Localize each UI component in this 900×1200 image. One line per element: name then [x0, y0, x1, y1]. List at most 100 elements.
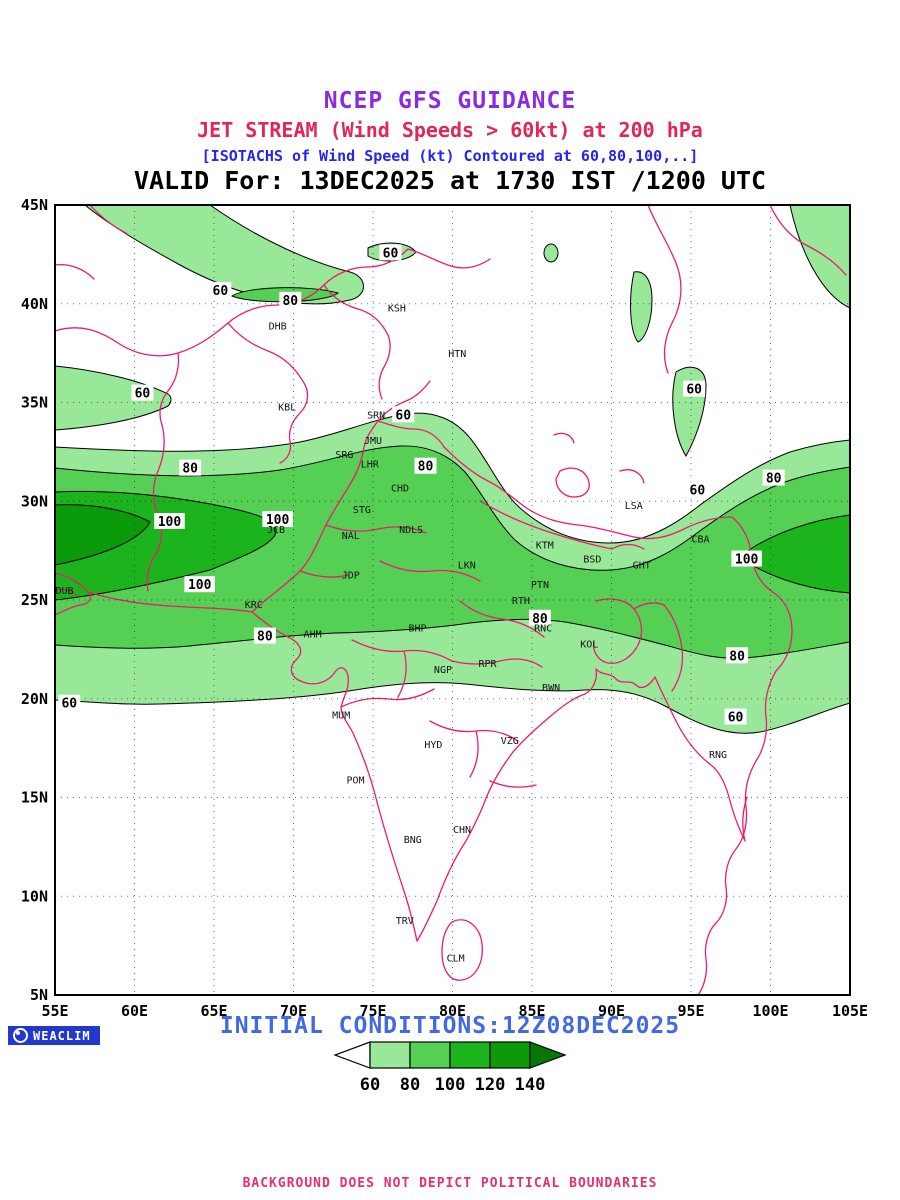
weaclim-logo-text: WEACLIM	[33, 1028, 91, 1043]
city-label: HYD	[424, 740, 442, 751]
city-label: HTN	[448, 349, 466, 360]
contour-value-label: 60	[690, 483, 706, 498]
contour-label-box	[279, 291, 302, 308]
contour-value-label: 100	[188, 578, 212, 593]
colorbar-segment	[409, 1041, 451, 1069]
contour-value-label: 60	[61, 697, 77, 712]
city-label: VZG	[501, 736, 519, 747]
city-label: DUB	[56, 586, 74, 597]
city-label: BHP	[408, 624, 426, 635]
city-label: BNG	[404, 835, 422, 846]
city-label: CBA	[692, 535, 710, 546]
country-boundaries-shape	[663, 604, 684, 692]
lon-tick-label: 75E	[359, 1002, 386, 1020]
country-boundaries-shape	[340, 639, 543, 708]
lon-tick-label: 80E	[439, 1002, 466, 1020]
contour-value-label: 80	[257, 630, 273, 645]
weaclim-logo-badge: WEACLIM	[8, 1026, 100, 1045]
city-label: STG	[353, 505, 371, 516]
city-label: KBL	[278, 402, 296, 413]
isotach-fill-80	[55, 287, 850, 659]
graticule	[55, 205, 850, 995]
colorbar-arrow-left	[333, 1041, 371, 1069]
country-boundaries-shape	[251, 420, 379, 613]
isotach-fill-60-shape	[630, 271, 653, 343]
contour-label-box	[58, 694, 81, 711]
lon-tick-label: 60E	[121, 1002, 148, 1020]
country-boundaries-shape	[379, 560, 545, 788]
lon-tick-label: 70E	[280, 1002, 307, 1020]
city-label: RPR	[478, 659, 497, 670]
country-boundaries-shape	[647, 205, 682, 374]
city-label: RNG	[709, 750, 727, 761]
country-boundaries-shape	[595, 668, 656, 689]
contour-label-box	[131, 384, 154, 401]
valid-time-title: VALID For: 13DEC2025 at 1730 IST /1200 U…	[133, 166, 767, 195]
country-boundaries-shape	[441, 919, 483, 981]
country-boundaries-shape	[416, 668, 598, 942]
city-label: KTM	[536, 541, 554, 552]
city-label: GHT	[633, 560, 651, 571]
lat-tick-label: 25N	[21, 591, 48, 609]
lat-tick-label: 30N	[21, 492, 48, 510]
city-label: KSH	[388, 304, 406, 315]
contour-value-label: 80	[418, 460, 434, 475]
city-label: SRN	[367, 410, 385, 421]
country-boundaries-shape	[87, 591, 253, 613]
isotach-fill-80-shape	[55, 445, 850, 659]
contour-label-box	[392, 406, 415, 423]
city-label: LHR	[361, 460, 380, 471]
lon-tick-label: 95E	[677, 1002, 704, 1020]
contour-value-label: 100	[158, 515, 182, 530]
lat-tick-label: 45N	[21, 196, 48, 214]
colorbar-tick-label: 80	[400, 1075, 420, 1095]
city-label: RNC	[534, 624, 552, 635]
country-boundaries-shape	[553, 432, 645, 498]
country-boundaries-shape	[55, 248, 409, 357]
city-label: CLM	[447, 953, 465, 964]
isotach-fill-60-shape	[55, 365, 172, 431]
country-boundaries-shape	[299, 524, 427, 578]
contour-value-label: 80	[282, 294, 298, 309]
contour-label-box	[184, 576, 215, 593]
city-label: LSA	[625, 501, 643, 512]
contour-label-box	[262, 511, 293, 528]
country-boundaries-shape	[592, 598, 665, 664]
lat-tick-label: 10N	[21, 887, 48, 905]
city-label: NDLS	[399, 525, 423, 536]
lon-tick-label: 85E	[518, 1002, 545, 1020]
lat-tick-label: 35N	[21, 394, 48, 412]
city-label: NGP	[434, 665, 452, 676]
city-label: AHM	[304, 630, 322, 641]
city-label: JMU	[364, 436, 382, 447]
country-boundaries-shape	[654, 676, 748, 842]
contour-value-label: 60	[135, 387, 151, 402]
colorbar-tick-label: 140	[515, 1075, 546, 1095]
contour-label-box	[154, 513, 185, 529]
country-boundaries-shape	[159, 322, 309, 464]
country-boundaries-shape	[769, 205, 847, 276]
boundary-disclaimer-text: BACKGROUND DOES NOT DEPICT POLITICAL BOU…	[242, 1176, 658, 1191]
contour-label-box	[179, 459, 202, 476]
colorbar-tick-label: 60	[360, 1075, 380, 1095]
contour-value-label: 60	[395, 408, 411, 423]
contour-value-label: 80	[182, 462, 198, 477]
isotach-fill-120	[55, 504, 151, 566]
isotach-fill-60-shape	[84, 205, 364, 305]
city-label: TRV	[396, 916, 414, 927]
lon-tick-label: 65E	[200, 1002, 227, 1020]
contour-label-box	[683, 380, 706, 397]
city-label: BWN	[542, 683, 560, 694]
lat-tick-label: 20N	[21, 690, 48, 708]
contour-label-box	[726, 647, 749, 664]
city-label: CHD	[391, 483, 409, 494]
city-label: JCB	[267, 525, 285, 536]
lon-tick-label: 105E	[832, 1002, 868, 1020]
contour-value-label: 80	[729, 649, 745, 664]
contour-label-box	[528, 609, 551, 626]
lat-tick-label: 40N	[21, 295, 48, 313]
colorbar-arrow-right	[529, 1041, 567, 1069]
lon-tick-label: 55E	[41, 1002, 68, 1020]
country-boundaries-shape	[479, 500, 645, 550]
